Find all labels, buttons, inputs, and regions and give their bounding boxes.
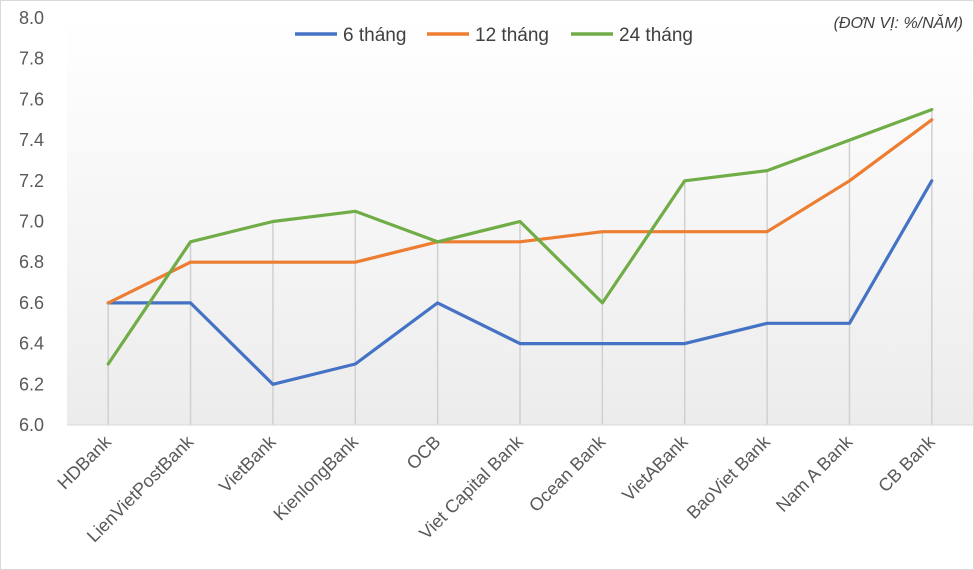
y-axis-tick-labels: 6.0 6.2 6.4 6.6 6.8 7.0 7.2 7.4 7.6 7.8 8.0 [19, 8, 44, 435]
series-lines [106, 107, 934, 386]
y-tick-label: 7.2 [19, 171, 44, 191]
series-line-2 [106, 118, 934, 305]
y-tick-label: 7.4 [19, 130, 44, 150]
y-tick-label: 6.4 [19, 334, 44, 354]
x-category-label: VietBank [215, 431, 281, 497]
x-category-label: Ocean Bank [525, 431, 610, 516]
y-tick-label: 6.8 [19, 252, 44, 272]
y-tick-label: 7.0 [19, 212, 44, 232]
series-line-1 [106, 179, 934, 386]
x-category-label: CB Bank [874, 431, 939, 496]
legend: 6 tháng 12 tháng 24 tháng [295, 25, 693, 46]
drop-lines [107, 109, 933, 425]
legend-label: 6 tháng [343, 25, 406, 46]
x-category-label: Nam A Bank [772, 431, 857, 516]
y-tick-label: 6.2 [19, 374, 44, 394]
y-tick-label: 7.6 [19, 89, 44, 109]
x-category-label: KienlongBank [269, 431, 362, 524]
y-tick-label: 7.8 [19, 49, 44, 69]
unit-note: (ĐƠN VỊ: %/NĂM) [834, 13, 963, 32]
legend-label: 12 tháng [475, 25, 549, 46]
legend-label: 24 tháng [619, 25, 693, 46]
y-tick-label: 8.0 [19, 8, 44, 28]
series-line-3 [106, 107, 934, 366]
x-category-label: BaoViet Bank [683, 431, 775, 523]
y-tick-label: 6.0 [19, 415, 44, 435]
x-category-label: VietABank [618, 431, 692, 505]
x-category-label: HDBank [53, 431, 115, 493]
y-tick-label: 6.6 [19, 293, 44, 313]
x-category-label: OCB [403, 432, 445, 474]
